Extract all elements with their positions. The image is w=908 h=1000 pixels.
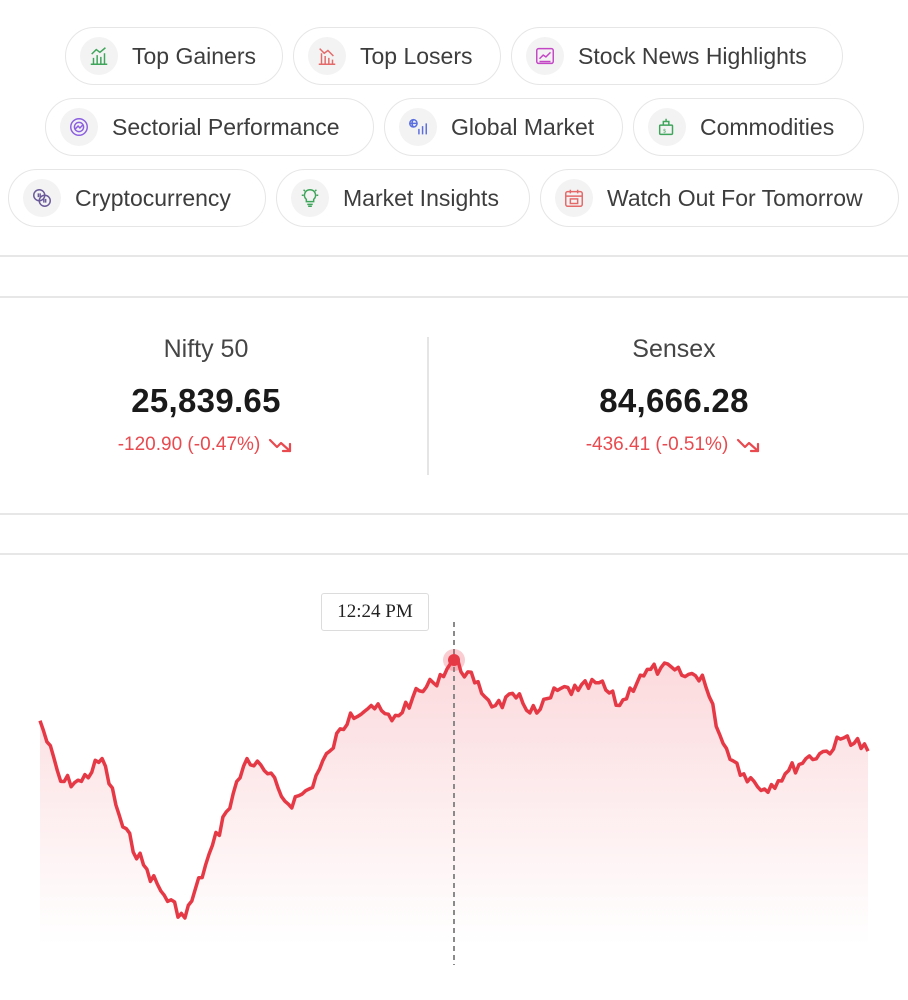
divider (0, 296, 908, 298)
index-name: Sensex (632, 335, 716, 363)
chip-label: Cryptocurrency (75, 184, 231, 211)
vertical-divider (427, 337, 429, 475)
chip-sectorial-performance[interactable]: Sectorial Performance (45, 98, 374, 156)
chip-commodities[interactable]: $ Commodities (633, 98, 864, 156)
chart-tooltip: 12:24 PM (321, 593, 429, 631)
calendar-icon (555, 179, 593, 217)
chip-cryptocurrency[interactable]: Cryptocurrency (8, 169, 266, 227)
divider (0, 513, 908, 515)
crypto-icon (23, 179, 61, 217)
sensex-panel[interactable]: Sensex 84,666.28 -436.41 (-0.51%) (440, 335, 908, 456)
chip-label: Top Gainers (132, 42, 257, 69)
chip-label: Commodities (700, 113, 835, 140)
chip-label: Market Insights (343, 184, 499, 211)
tooltip-time: 12:24 PM (337, 601, 413, 622)
trend-down-icon (269, 438, 292, 453)
intraday-chart[interactable] (0, 580, 908, 980)
global-market-icon (399, 108, 437, 146)
change-text: -436.41 (-0.51%) (585, 434, 729, 455)
divider (0, 553, 908, 555)
index-name: Nifty 50 (163, 335, 249, 363)
trend-down-icon (737, 438, 760, 453)
commodities-icon: $ (648, 108, 686, 146)
chip-watch-out-for-tomorrow[interactable]: Watch Out For Tomorrow (540, 169, 899, 227)
chip-label: Top Losers (360, 42, 473, 69)
chip-label: Stock News Highlights (578, 42, 807, 69)
chip-label: Global Market (451, 113, 595, 140)
chart-area-fill (40, 658, 868, 945)
top-gainers-icon (80, 37, 118, 75)
chip-label: Watch Out For Tomorrow (607, 184, 863, 211)
chip-global-market[interactable]: Global Market (384, 98, 623, 156)
top-losers-icon (308, 37, 346, 75)
svg-text:$: $ (663, 129, 667, 135)
chart-marker-point[interactable] (448, 654, 460, 666)
insights-icon (291, 179, 329, 217)
chip-top-gainers[interactable]: Top Gainers (65, 27, 283, 85)
index-change: -436.41 (-0.51%) (440, 434, 908, 456)
change-text: -120.90 (-0.47%) (117, 434, 261, 455)
sector-icon (60, 108, 98, 146)
index-value: 84,666.28 (599, 382, 749, 419)
news-icon (526, 37, 564, 75)
chip-top-losers[interactable]: Top Losers (293, 27, 501, 85)
chip-label: Sectorial Performance (112, 113, 340, 140)
nifty-50-panel[interactable]: Nifty 50 25,839.65 -120.90 (-0.47%) (0, 335, 412, 456)
index-value: 25,839.65 (131, 382, 281, 419)
chip-market-insights[interactable]: Market Insights (276, 169, 530, 227)
index-change: -120.90 (-0.47%) (0, 434, 412, 456)
divider (0, 255, 908, 257)
chip-stock-news-highlights[interactable]: Stock News Highlights (511, 27, 843, 85)
